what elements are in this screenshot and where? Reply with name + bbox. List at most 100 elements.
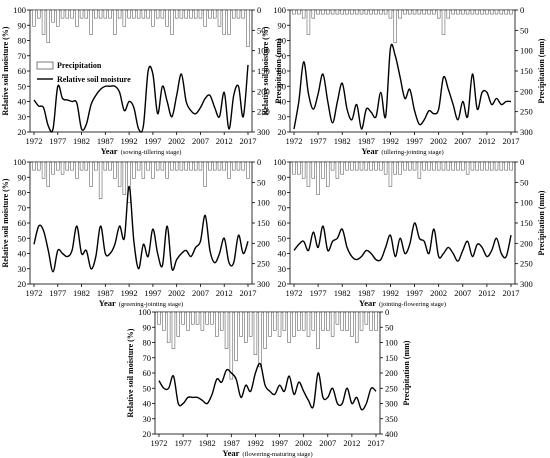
precipitation-bar — [37, 161, 41, 171]
right-tick-label: 100 — [520, 46, 533, 56]
precipitation-bar — [195, 311, 200, 325]
precipitation-bar — [480, 9, 484, 15]
x-axis-title: Year (sowing-tillering stage) — [101, 146, 182, 156]
precipitation-bar — [227, 161, 231, 179]
precipitation-bar — [174, 9, 179, 19]
precipitation-bar — [171, 311, 176, 349]
right-tick-label: 250 — [257, 107, 270, 117]
precipitation-bar — [253, 311, 258, 355]
precipitation-bar — [340, 9, 344, 15]
precipitation-bar — [422, 161, 426, 171]
x-tick-label: 1997 — [144, 288, 161, 298]
precipitation-bar — [340, 311, 344, 331]
left-tick-label: 100 — [13, 5, 26, 15]
x-axis-title-stage: (flowering-maturing stage) — [242, 451, 312, 458]
left-tick-label: 100 — [273, 5, 286, 15]
right-tick-label: 300 — [520, 127, 533, 137]
precipitation-bar — [108, 9, 112, 19]
precipitation-bar — [117, 9, 122, 19]
left-tick-label: 30 — [278, 112, 287, 122]
precipitation-bar — [417, 161, 422, 179]
precipitation-bar — [189, 161, 193, 171]
left-tick-label: 70 — [143, 353, 152, 363]
x-axis-title-stage: (sowing-tillering stage) — [121, 149, 182, 156]
precipitation-bar — [485, 161, 489, 171]
precipitation-bar — [398, 161, 402, 175]
left-tick-label: 100 — [138, 307, 151, 317]
left-tick-label: 20 — [143, 429, 152, 439]
precipitation-bar — [490, 9, 494, 15]
precipitation-bar — [263, 311, 267, 349]
x-tick-label: 1997 — [406, 136, 423, 146]
left-axis-title: Relative soil moisture (%) — [1, 26, 10, 115]
right-tick-label: 300 — [257, 279, 270, 289]
precipitation-bar — [403, 9, 407, 15]
precipitation-bar — [224, 311, 229, 349]
precipitation-bar — [239, 311, 243, 337]
left-axis-title: Relative soil moisture (%) — [261, 26, 270, 115]
precipitation-bar — [359, 161, 364, 171]
precipitation-bar — [311, 311, 316, 331]
precipitation-bar — [70, 9, 74, 19]
left-tick-label: 90 — [18, 20, 27, 30]
precipitation-bar — [330, 311, 335, 337]
precipitation-bar — [160, 9, 165, 19]
precipitation-bar — [456, 161, 460, 171]
precipitation-bar — [162, 311, 166, 331]
right-tick-label: 200 — [257, 238, 270, 248]
precipitation-bar — [383, 9, 388, 15]
left-tick-label: 30 — [18, 264, 27, 274]
x-tick-label: 2012 — [478, 288, 495, 298]
precipitation-bar — [215, 311, 219, 337]
precipitation-bar — [200, 311, 205, 331]
precipitation-bar — [157, 311, 161, 325]
precipitation-bar — [311, 161, 315, 179]
precipitation-bar — [127, 9, 131, 19]
x-tick-label: 1992 — [121, 136, 138, 146]
soil-moisture-line — [33, 64, 249, 133]
precipitation-bar — [282, 311, 287, 331]
x-tick-label: 1972 — [26, 136, 43, 146]
legend-bar-label: Precipitation — [57, 61, 102, 70]
precipitation-bar — [160, 161, 165, 171]
precipitation-bar — [217, 161, 222, 171]
x-tick-label: 2017 — [240, 136, 257, 146]
precipitation-bar — [326, 9, 330, 15]
precipitation-bar — [306, 311, 311, 337]
x-tick-label: 1997 — [271, 438, 288, 448]
precipitation-bar — [51, 9, 55, 23]
left-tick-label: 80 — [278, 36, 287, 46]
precipitation-bar — [475, 9, 479, 15]
right-tick-label: 250 — [385, 383, 398, 393]
precipitation-bar — [174, 161, 179, 171]
precipitation-bar — [379, 161, 383, 171]
left-tick-label: 100 — [13, 157, 26, 167]
precipitation-bar — [393, 161, 397, 175]
precipitation-bar — [359, 9, 364, 15]
precipitation-bar — [136, 161, 141, 171]
x-tick-label: 1992 — [247, 438, 264, 448]
precipitation-bar — [494, 9, 499, 15]
x-axis-title-main: Year — [361, 146, 378, 156]
precipitation-bar — [451, 161, 455, 171]
precipitation-bar — [155, 9, 160, 19]
precipitation-bar — [316, 311, 320, 349]
precipitation-bar — [475, 161, 479, 171]
right-tick-label: 350 — [385, 414, 398, 424]
precipitation-bar — [203, 161, 207, 187]
precipitation-bar — [350, 9, 354, 15]
precipitation-bar — [412, 9, 417, 15]
x-tick-label: 1977 — [310, 288, 327, 298]
left-tick-label: 80 — [18, 36, 27, 46]
legend-line-label: Relative soil moisture — [57, 75, 131, 84]
precipitation-bar — [248, 311, 253, 337]
precipitation-bar — [355, 311, 359, 343]
right-tick-label: 250 — [257, 259, 270, 269]
precipitation-bar — [79, 9, 84, 19]
precipitation-bar — [306, 9, 311, 35]
x-tick-label: 1992 — [382, 136, 399, 146]
precipitation-bar — [335, 161, 340, 179]
chart-panel-3: 20 30 40 50 60 70 80 90 100 0 50 100 150 200 250 300 197… — [1, 157, 270, 308]
precipitation-bar — [234, 311, 238, 362]
precipitation-bar — [326, 161, 330, 187]
